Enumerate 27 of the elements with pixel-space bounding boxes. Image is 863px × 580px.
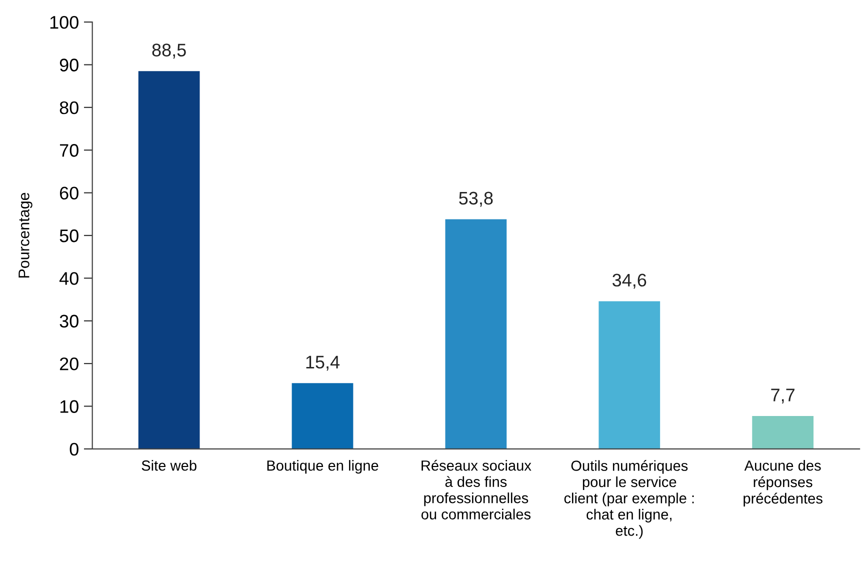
x-tick-label: Boutique en ligne bbox=[267, 460, 378, 474]
x-tick-label: Site web bbox=[142, 460, 196, 471]
bar bbox=[752, 416, 814, 449]
y-tick-label: 70 bbox=[60, 144, 78, 157]
bar bbox=[292, 383, 354, 449]
y-tick-label: 90 bbox=[60, 58, 78, 72]
y-tick-label: 30 bbox=[60, 314, 78, 328]
x-tick-label: Outils numériques pour le service client (par exemple : chat en ligne, etc.) bbox=[564, 460, 694, 539]
y-tick-label: 50 bbox=[60, 229, 78, 242]
data-label: 7,7 bbox=[771, 388, 794, 404]
data-label: 34,6 bbox=[612, 274, 646, 289]
y-tick-label: 60 bbox=[60, 186, 78, 200]
bar bbox=[138, 71, 200, 449]
y-tick-label: 20 bbox=[60, 357, 78, 370]
x-tick-label: Réseaux sociaux à des fins professionnelles ou commerciales bbox=[421, 460, 532, 520]
bar bbox=[598, 301, 660, 449]
y-tick-label: 80 bbox=[60, 101, 78, 114]
data-label: 53,8 bbox=[459, 192, 493, 207]
y-tick-label: 10 bbox=[60, 400, 78, 413]
data-label: 15,4 bbox=[306, 356, 340, 371]
y-tick-label: 0 bbox=[70, 442, 78, 456]
bar bbox=[445, 219, 507, 449]
data-label: 88,5 bbox=[152, 44, 186, 59]
y-axis-title: Pourcentage bbox=[18, 192, 32, 278]
x-tick-label: Aucune des réponses précédentes bbox=[744, 460, 822, 507]
y-tick-label: 100 bbox=[50, 16, 78, 29]
y-tick-label: 40 bbox=[59, 272, 78, 285]
